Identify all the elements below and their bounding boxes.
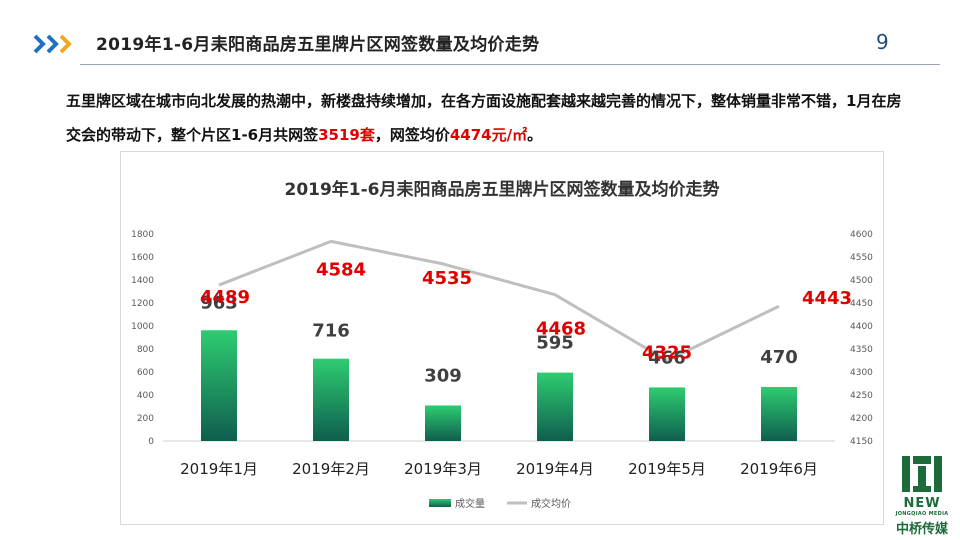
legend-bar-label: 成交量 bbox=[455, 497, 485, 510]
y-left-tick-label: 1200 bbox=[131, 299, 154, 309]
company-logo: NEW JONGQIAO MEDIA 中桥传媒 bbox=[888, 452, 956, 537]
logo-text-cn: 中桥传媒 bbox=[895, 522, 948, 537]
y-left-tick-label: 200 bbox=[137, 414, 154, 424]
y-left-tick-label: 0 bbox=[148, 437, 154, 447]
y-right-tick-label: 4500 bbox=[850, 276, 873, 286]
line-value-label: 4489 bbox=[200, 287, 250, 308]
y-right-tick-label: 4150 bbox=[850, 437, 873, 447]
y-right-tick-label: 4400 bbox=[850, 322, 873, 332]
header-divider bbox=[80, 64, 940, 65]
y-left-tick-label: 400 bbox=[137, 391, 154, 401]
avg-price-line bbox=[218, 239, 780, 362]
x-tick-label: 2019年2月 bbox=[292, 460, 370, 478]
y-right-tick-label: 4250 bbox=[850, 391, 873, 401]
summary-text-3: 。 bbox=[527, 126, 543, 144]
y-right-tick-label: 4450 bbox=[850, 299, 873, 309]
slide-header: 2019年1-6月耒阳商品房五里牌片区网签数量及均价走势 9 bbox=[0, 0, 960, 80]
bar-1 bbox=[201, 330, 237, 441]
slide-title: 2019年1-6月耒阳商品房五里牌片区网签数量及均价走势 bbox=[96, 35, 540, 55]
bar-5 bbox=[649, 387, 685, 441]
chart-title: 2019年1-6月耒阳商品房五里牌片区网签数量及均价走势 bbox=[284, 179, 719, 200]
bar-value-label: 963 bbox=[200, 292, 238, 313]
combo-chart: 2019年1-6月耒阳商品房五里牌片区网签数量及均价走势 0 200 400 600 80… bbox=[131, 179, 873, 510]
logo-text-sub: JONGQIAO MEDIA bbox=[895, 511, 949, 517]
line-value-label: 4535 bbox=[422, 268, 472, 289]
bar-value-label: 595 bbox=[536, 333, 574, 354]
y-left-tick-label: 600 bbox=[137, 368, 154, 378]
bar-value-label: 716 bbox=[312, 321, 350, 342]
y-right-tick-label: 4200 bbox=[850, 414, 873, 424]
line-value-label: 4325 bbox=[642, 343, 692, 364]
y-left-tick-label: 1000 bbox=[131, 322, 154, 332]
line-value-label: 4584 bbox=[316, 259, 366, 280]
bar-value-label: 470 bbox=[760, 347, 798, 368]
bar-value-label: 466 bbox=[648, 347, 686, 368]
chart-container: 2019年1-6月耒阳商品房五里牌片区网签数量及均价走势 0 200 400 600 80… bbox=[120, 151, 884, 525]
y-right-tick-label: 4350 bbox=[850, 345, 873, 355]
legend-bar-swatch bbox=[429, 499, 451, 507]
summary-text-2: ，网签均价 bbox=[374, 126, 450, 144]
x-tick-label: 2019年6月 bbox=[740, 460, 818, 478]
y-left-tick-label: 1400 bbox=[131, 276, 154, 286]
bar-4 bbox=[537, 372, 573, 441]
y-left-tick-label: 1800 bbox=[131, 230, 154, 240]
x-tick-label: 2019年5月 bbox=[628, 460, 706, 478]
summary-paragraph: 五里牌区域在城市向北发展的热潮中，新楼盘持续增加，在各方面设施配套越来越完善的情… bbox=[66, 84, 916, 152]
bar-3 bbox=[425, 405, 461, 441]
logo-text-new: NEW bbox=[903, 496, 941, 511]
y-left-tick-label: 1600 bbox=[131, 253, 154, 263]
logo-mark-icon bbox=[902, 456, 942, 492]
chevron-arrows-icon bbox=[33, 34, 72, 54]
page-number: 9 bbox=[876, 30, 889, 54]
summary-text-1: 五里牌区域在城市向北发展的热潮中，新楼盘持续增加，在各方面设施配套越来越完善的情… bbox=[66, 92, 902, 144]
x-tick-label: 2019年1月 bbox=[180, 460, 258, 478]
y-right-tick-label: 4600 bbox=[850, 230, 873, 240]
bar-value-label: 309 bbox=[424, 365, 462, 386]
y-left-tick-label: 800 bbox=[137, 345, 154, 355]
line-value-label: 4443 bbox=[802, 288, 852, 309]
x-tick-label: 2019年4月 bbox=[516, 460, 594, 478]
y-right-tick-label: 4300 bbox=[850, 368, 873, 378]
x-tick-label: 2019年3月 bbox=[404, 460, 482, 478]
y-right-tick-label: 4550 bbox=[850, 253, 873, 263]
total-sales-highlight: 3519套 bbox=[318, 126, 375, 144]
bar-2 bbox=[313, 358, 349, 441]
bar-6 bbox=[761, 386, 797, 441]
legend-line-label: 成交均价 bbox=[531, 497, 571, 510]
avg-price-highlight: 4474元/㎡ bbox=[449, 126, 528, 144]
line-value-label: 4468 bbox=[536, 319, 586, 340]
